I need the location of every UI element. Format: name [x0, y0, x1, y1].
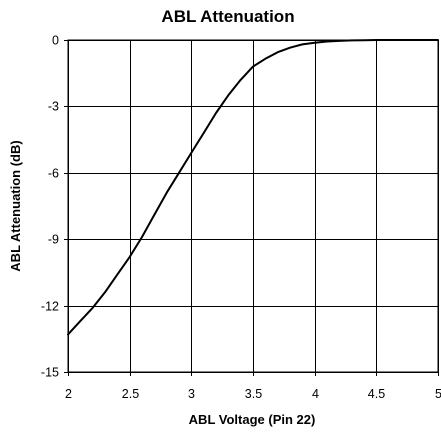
x-tick-label: 3.5	[245, 387, 262, 401]
plot-area	[67, 39, 439, 373]
x-axis-ticks: 2 2.5 3 3.5 4 4.5 5	[65, 372, 441, 401]
x-tick-label: 5	[435, 387, 441, 401]
x-axis-label: ABL Voltage (Pin 22)	[189, 412, 316, 427]
y-tick-label: -15	[41, 366, 59, 380]
grid	[68, 40, 439, 373]
y-axis-label: ABL Attenuation (dB)	[8, 140, 23, 271]
series-line	[67, 39, 439, 336]
y-tick-label: -3	[48, 100, 59, 114]
chart-title: ABL Attenuation	[161, 7, 294, 26]
x-tick-label: 2.5	[122, 387, 139, 401]
y-tick-label: -6	[48, 167, 59, 181]
y-axis-ticks: 0 -3 -6 -9 -12 -15	[41, 34, 68, 380]
x-tick-label: 3	[188, 387, 195, 401]
y-tick-label: -9	[48, 233, 59, 247]
y-tick-label: -12	[41, 300, 59, 314]
x-tick-label: 4	[312, 387, 319, 401]
x-tick-label: 4.5	[368, 387, 385, 401]
y-tick-label: 0	[52, 34, 59, 48]
x-tick-label: 2	[65, 387, 72, 401]
